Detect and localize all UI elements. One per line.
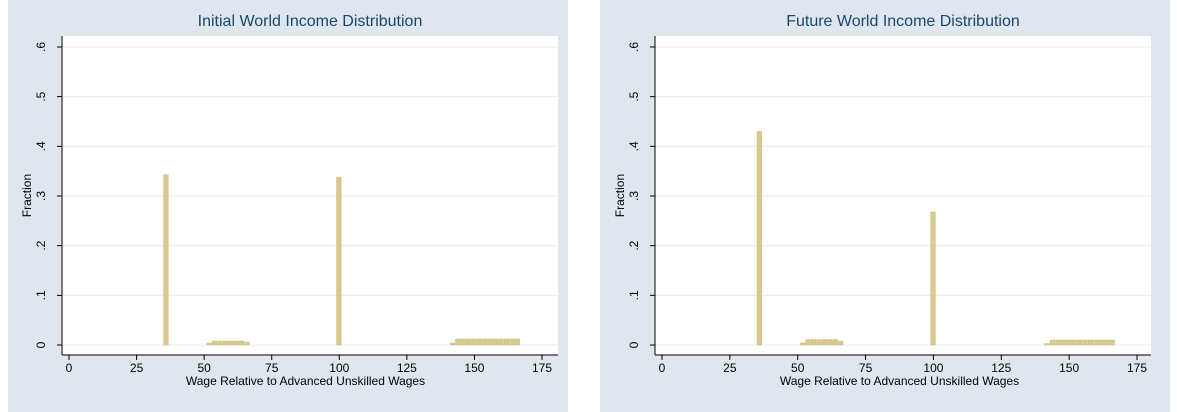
x-tick-label: 0 [659, 361, 666, 375]
bar [239, 340, 245, 346]
x-tick-label: 150 [1059, 361, 1079, 375]
bar [1071, 339, 1077, 346]
x-tick-label: 175 [532, 361, 552, 375]
bar [471, 338, 477, 346]
bar [1060, 339, 1066, 346]
bar [832, 339, 838, 346]
bar [821, 339, 828, 346]
bar [930, 211, 936, 346]
x-tick-label: 100 [923, 361, 943, 375]
bar [498, 338, 504, 346]
y-tick-label: 0 [34, 341, 48, 348]
y-tick-label: .6 [627, 42, 641, 52]
panel: 0 .1 .2 .3 .4 .5 .6 0 25 50 75 100 125 150 175 Future W… [600, 0, 1170, 412]
y-tick-label: .1 [627, 290, 641, 300]
x-tick-label: 125 [991, 361, 1011, 375]
bar [212, 340, 218, 346]
bar [1055, 339, 1061, 346]
bar [1098, 339, 1104, 346]
bar [1087, 339, 1094, 346]
y-axis-label: Fraction [613, 174, 627, 217]
bar [476, 338, 482, 346]
bar [163, 174, 169, 346]
x-tick-label: 25 [723, 361, 737, 375]
bar [514, 338, 520, 346]
y-tick-label: .6 [34, 42, 48, 52]
bar [811, 339, 817, 346]
bar [503, 338, 510, 346]
bar [460, 338, 466, 346]
bar [1104, 339, 1110, 346]
bar [838, 340, 844, 346]
y-tick-label: .3 [34, 191, 48, 201]
y-tick-label: .2 [34, 240, 48, 250]
x-axis-label: Wage Relative to Advanced Unskilled Wage… [186, 374, 425, 388]
x-axis-label: Wage Relative to Advanced Unskilled Wage… [780, 374, 1019, 388]
bar [816, 339, 822, 346]
bar [800, 342, 806, 346]
bar [222, 340, 228, 346]
panel: 0 .1 .2 .3 .4 .5 .6 0 25 50 75 100 125 150 175 Initial … [8, 0, 568, 412]
x-tick-label: 50 [791, 361, 805, 375]
bar [244, 341, 250, 346]
bar [1077, 339, 1083, 346]
y-tick-label: .4 [34, 141, 48, 151]
bar [482, 338, 488, 346]
x-tick-label: 25 [130, 361, 144, 375]
bar [455, 338, 461, 346]
bar [1044, 343, 1050, 346]
bar [449, 342, 455, 346]
bar [493, 338, 499, 346]
bar [805, 339, 811, 346]
bar [233, 340, 239, 346]
bar [509, 338, 515, 346]
y-tick-label: .4 [627, 141, 641, 151]
x-tick-label: 0 [66, 361, 73, 375]
x-tick-label: 125 [397, 361, 417, 375]
bar [1066, 339, 1072, 346]
bar [487, 338, 493, 346]
y-tick-label: .5 [627, 91, 641, 101]
bar [217, 340, 223, 346]
x-tick-label: 150 [464, 361, 484, 375]
bar [228, 340, 234, 346]
bar [1049, 339, 1056, 346]
bar [336, 176, 342, 346]
bar [1093, 339, 1099, 346]
x-tick-label: 75 [859, 361, 873, 375]
bar [1109, 339, 1115, 346]
x-tick-label: 50 [197, 361, 211, 375]
bar [756, 131, 762, 346]
y-tick-label: .2 [627, 240, 641, 250]
bar [1082, 339, 1088, 346]
y-tick-label: .5 [34, 91, 48, 101]
bar [466, 338, 472, 346]
bar [827, 339, 833, 346]
chart-title: Initial World Income Distribution [198, 13, 423, 30]
x-tick-label: 175 [1127, 361, 1147, 375]
y-axis-label: Fraction [20, 174, 34, 217]
bar [206, 342, 212, 346]
y-tick-label: 0 [627, 341, 641, 348]
y-tick-label: .1 [34, 290, 48, 300]
chart-title: Future World Income Distribution [786, 13, 1020, 30]
x-tick-label: 75 [265, 361, 279, 375]
y-tick-label: .3 [627, 191, 641, 201]
x-tick-label: 100 [329, 361, 349, 375]
